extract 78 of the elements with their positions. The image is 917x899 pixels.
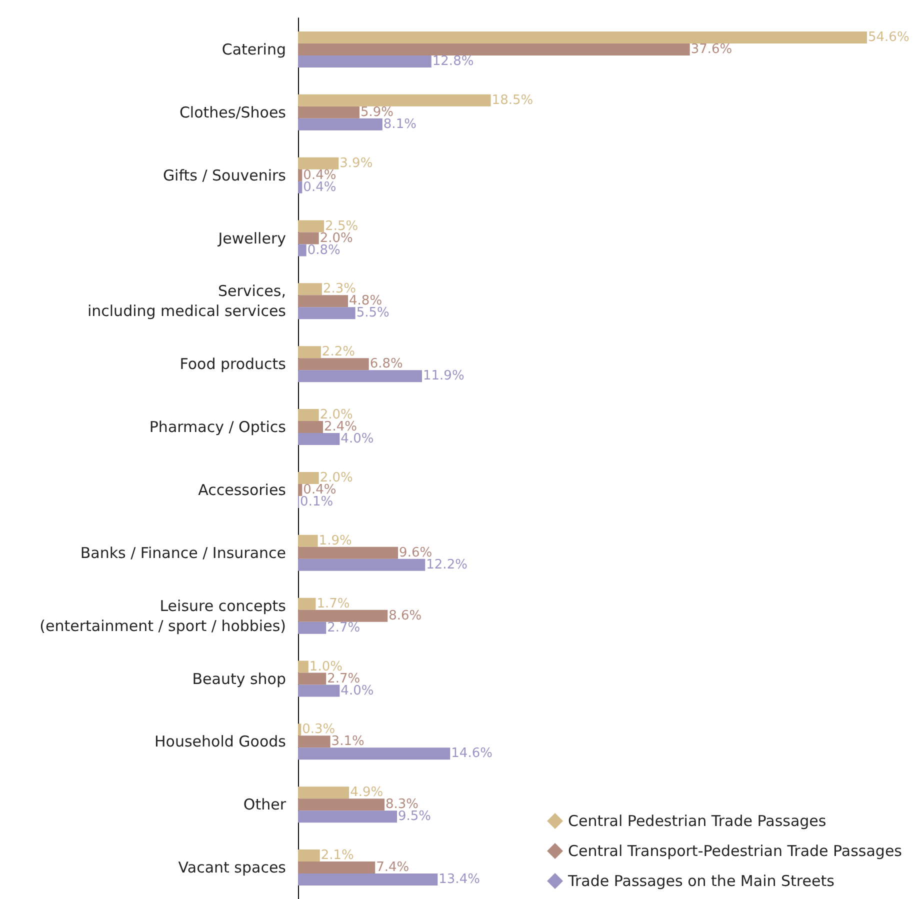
bar [298, 283, 322, 296]
bar [298, 295, 348, 308]
y-tick-label: Beauty shop [192, 670, 286, 688]
bar [298, 94, 491, 106]
bar [298, 409, 319, 422]
data-label: 54.6% [868, 30, 910, 45]
bar [298, 736, 330, 748]
bar [298, 862, 376, 874]
bar [298, 43, 690, 56]
bar [298, 421, 324, 434]
data-label: 6.8% [370, 356, 403, 372]
data-label: 8.6% [388, 608, 422, 624]
bar [298, 622, 326, 634]
bar [298, 220, 324, 232]
bar [298, 534, 318, 547]
bar [298, 169, 302, 182]
y-tick-label: Accessories [198, 480, 286, 499]
legend-label: Trade Passages on the Main Streets [567, 872, 835, 890]
bar [298, 798, 384, 811]
y-tick-label: Gifts / Souvenirs [162, 166, 286, 184]
y-tick-label: Food products [180, 355, 286, 374]
bar [298, 55, 432, 68]
bar [298, 118, 382, 130]
data-label: 37.6% [690, 42, 732, 57]
y-tick-label: Catering [222, 40, 286, 58]
data-label: 4.0% [340, 432, 374, 447]
bar [298, 546, 398, 559]
bar [298, 472, 319, 484]
bar [298, 558, 426, 571]
bar [298, 850, 320, 862]
data-label: 9.5% [398, 809, 432, 824]
bar [298, 358, 369, 370]
data-label: 2.1% [320, 848, 354, 864]
legend-label: Central Pedestrian Trade Passages [568, 812, 826, 830]
y-tick-label: Pharmacy / Optics [149, 418, 286, 436]
data-label: 2.7% [327, 620, 360, 636]
bar [298, 244, 306, 256]
y-tick-label: Banks / Finance / Insurance [80, 544, 286, 562]
data-label: 5.5% [356, 306, 390, 321]
bar [298, 232, 319, 244]
legend-label: Central Transport-Pedestrian Trade Passages [568, 842, 902, 860]
data-label: 1.9% [318, 533, 352, 548]
bar [298, 181, 302, 194]
bar [298, 610, 388, 622]
data-label: 4.9% [350, 785, 384, 800]
y-tick-label: Clothes/Shoes [179, 103, 286, 122]
bar [298, 106, 360, 118]
bar [298, 598, 316, 610]
bar [298, 786, 350, 799]
bar [298, 874, 438, 886]
bar [298, 31, 867, 44]
y-tick-label: Vacant spaces [178, 858, 286, 877]
bar [298, 433, 340, 446]
data-label: 2.2% [322, 344, 355, 360]
bar [298, 370, 422, 382]
y-tick-label: Services, including medical services [87, 282, 286, 320]
y-tick-label: Other [243, 796, 287, 814]
bar [298, 810, 397, 823]
bar [298, 660, 308, 673]
data-label: 18.5% [492, 92, 534, 108]
bar [298, 672, 326, 685]
bar [298, 684, 340, 697]
bar [298, 748, 450, 760]
data-label: 7.4% [376, 860, 410, 876]
data-label: 13.4% [438, 872, 480, 888]
bar [298, 307, 356, 320]
bar [298, 346, 321, 358]
y-tick-label: Jewellery [217, 229, 286, 248]
data-label: 1.7% [316, 596, 350, 612]
bar [298, 484, 302, 496]
data-label: 12.8% [432, 54, 474, 69]
y-tick-label: Leisure concepts (entertainment / sport / hobbies) [40, 596, 286, 635]
bar [298, 724, 302, 736]
data-label: 3.9% [340, 156, 373, 171]
y-tick-label: Household Goods [154, 732, 286, 751]
data-label: 14.6% [451, 746, 492, 762]
bar [298, 157, 339, 170]
data-label: 11.9% [423, 368, 464, 384]
